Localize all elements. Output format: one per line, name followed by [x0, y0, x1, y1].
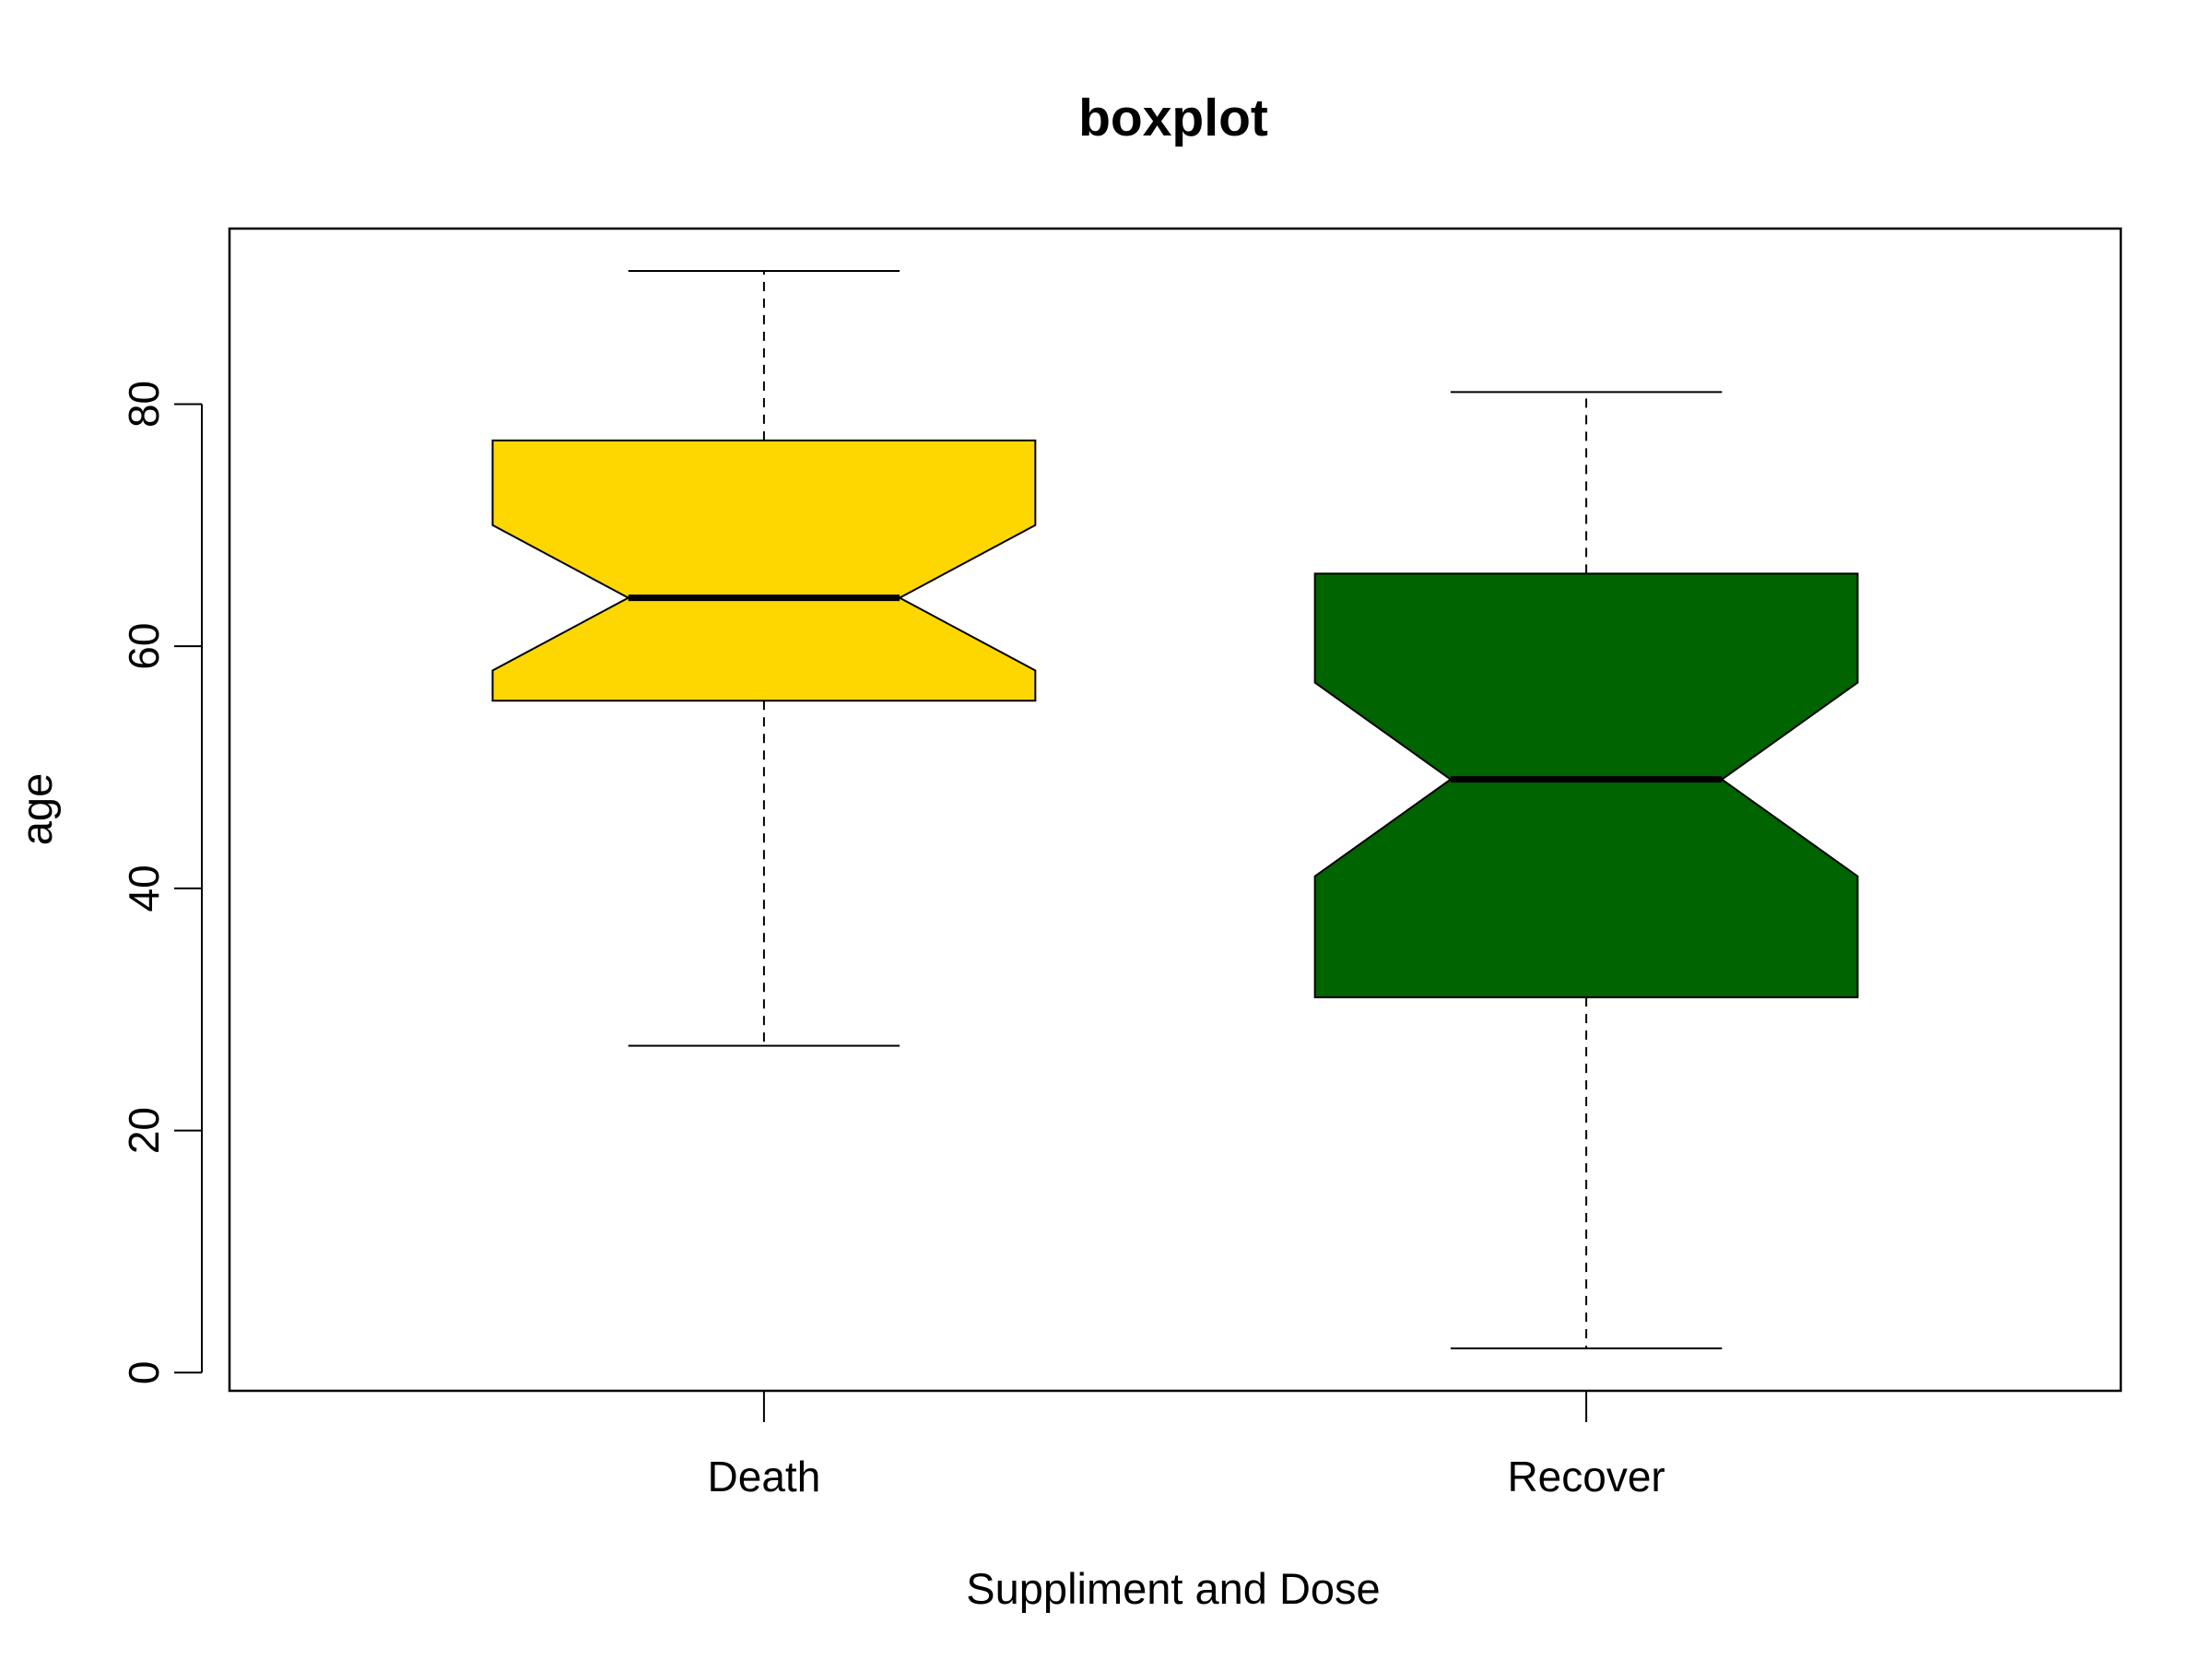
y-tick-label: 60: [120, 623, 168, 670]
y-tick-label: 40: [120, 865, 168, 912]
y-axis-label: age: [12, 773, 61, 845]
notched-box: [1313, 572, 1859, 999]
plot-frame: [228, 227, 2123, 1393]
x-tick-label: Death: [708, 1453, 821, 1500]
box-death: [491, 269, 1037, 1047]
box-recover: [1313, 391, 1859, 1350]
x-tick-label: Recover: [1507, 1453, 1665, 1500]
y-tick-label: 20: [120, 1107, 168, 1154]
x-axis: Death Recover: [708, 1391, 1665, 1500]
chart-title: boxplot: [1078, 88, 1268, 147]
y-axis: 0 20 40 60 80: [120, 381, 203, 1385]
y-tick-label: 0: [120, 1361, 168, 1385]
boxes-layer: [491, 269, 1859, 1350]
x-axis-label: Suppliment and Dose: [966, 1564, 1380, 1613]
notched-box: [491, 439, 1037, 702]
y-tick-label: 80: [120, 381, 168, 428]
